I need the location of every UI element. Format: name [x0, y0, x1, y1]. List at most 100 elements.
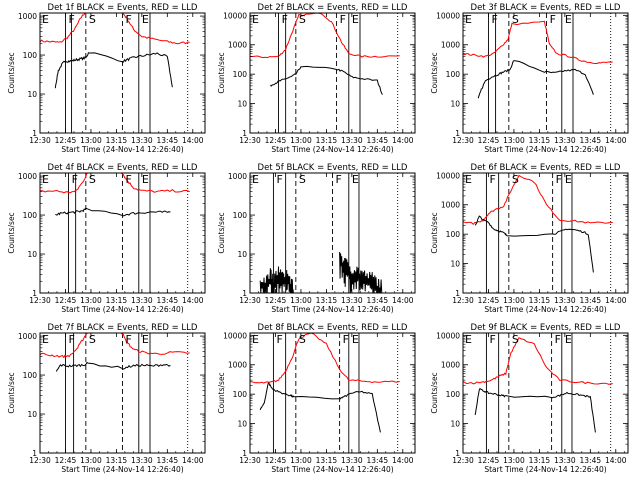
x-tick-label: 14:00 [182, 136, 204, 145]
x-tick-label: 13:30 [341, 136, 363, 145]
y-tick-label: 10 [237, 250, 247, 259]
phase-marker-e: E [565, 333, 572, 346]
y-tick-label: 1 [242, 289, 247, 298]
x-tick-label: 13:00 [503, 296, 525, 305]
panel-title: Det 4f BLACK = Events, RED = LLD [48, 163, 198, 173]
y-tick-label: 10000 [223, 11, 247, 20]
x-tick-label: 13:45 [157, 136, 179, 145]
phase-marker-e: E [352, 333, 359, 346]
x-tick-label: 13:45 [580, 456, 602, 465]
y-axis-label: Counts/sec [430, 52, 439, 93]
y-tick-label: 10 [450, 260, 460, 269]
phase-marker-e: E [42, 173, 49, 186]
panel-title: Det 7f BLACK = Events, RED = LLD [48, 323, 198, 333]
x-axis-label: Start Time (24-Nov-14 12:26:40) [61, 145, 183, 154]
plot-frame [462, 12, 629, 134]
phase-marker-e: E [252, 173, 259, 186]
x-tick-label: 14:00 [605, 456, 627, 465]
series-events-line [474, 215, 594, 273]
panel-title: Det 9f BLACK = Events, RED = LLD [471, 323, 621, 333]
phase-marker-s: S [299, 173, 306, 186]
phase-marker-s: S [512, 13, 519, 26]
x-tick-label: 13:45 [157, 456, 179, 465]
x-tick-label: 13:00 [80, 136, 102, 145]
plot-frame [39, 172, 206, 294]
y-tick-label: 10000 [223, 331, 247, 340]
x-tick-label: 12:45 [478, 136, 500, 145]
x-tick-label: 13:15 [106, 136, 128, 145]
phase-marker-f: F [126, 13, 132, 26]
phase-marker-s: S [89, 173, 96, 186]
phase-marker-f: F [69, 13, 75, 26]
phase-marker-e: E [42, 333, 49, 346]
x-axis-label: Start Time (24-Nov-14 12:26:40) [61, 305, 183, 314]
x-tick-label: 13:30 [554, 456, 576, 465]
series-events-line [259, 266, 294, 294]
x-tick-label: 13:45 [157, 296, 179, 305]
phase-marker-f: F [126, 173, 132, 186]
plot-frame [249, 12, 416, 134]
y-tick-label: 10 [27, 90, 37, 99]
series-lld-line [462, 174, 613, 226]
y-tick-label: 100 [446, 70, 461, 79]
series-events-line [339, 251, 383, 294]
x-tick-label: 12:45 [265, 296, 287, 305]
x-tick-label: 13:15 [316, 456, 338, 465]
phase-marker-f: F [343, 333, 349, 346]
x-tick-label: 12:45 [55, 456, 77, 465]
series-lld-line [249, 332, 400, 384]
plot-frame [39, 332, 206, 454]
y-tick-label: 1 [242, 129, 247, 138]
x-tick-label: 13:30 [341, 296, 363, 305]
phase-marker-f: F [276, 333, 282, 346]
panel-title: Det 8f BLACK = Events, RED = LLD [258, 323, 408, 333]
x-tick-label: 13:30 [131, 296, 153, 305]
y-tick-label: 10 [237, 420, 247, 429]
y-tick-label: 1000 [18, 332, 37, 341]
x-tick-label: 14:00 [182, 456, 204, 465]
y-tick-label: 1000 [228, 361, 247, 370]
y-tick-label: 1 [455, 449, 460, 458]
x-tick-label: 12:30 [239, 296, 261, 305]
x-tick-label: 13:30 [341, 456, 363, 465]
x-axis-label: Start Time (24-Nov-14 12:26:40) [271, 145, 393, 154]
y-tick-label: 10000 [436, 331, 460, 340]
phase-marker-f: F [556, 173, 562, 186]
y-tick-label: 1 [32, 289, 37, 298]
x-tick-label: 12:30 [29, 456, 51, 465]
x-tick-label: 13:45 [367, 456, 389, 465]
phase-marker-f: F [555, 333, 561, 346]
x-tick-label: 14:00 [392, 296, 414, 305]
y-tick-label: 10000 [436, 171, 460, 180]
x-tick-label: 13:00 [290, 136, 312, 145]
x-axis-label: Start Time (24-Nov-14 12:26:40) [271, 305, 393, 314]
series-lld-line [250, 12, 400, 59]
x-tick-label: 13:15 [316, 136, 338, 145]
x-tick-label: 14:00 [182, 296, 204, 305]
phase-marker-e: E [352, 13, 359, 26]
series-events-line [259, 382, 381, 433]
y-tick-label: 10000 [436, 11, 460, 20]
phase-marker-s: S [299, 333, 306, 346]
x-tick-label: 13:30 [554, 136, 576, 145]
phase-marker-f: F [340, 13, 346, 26]
x-tick-label: 12:45 [55, 136, 77, 145]
x-tick-label: 14:00 [392, 136, 414, 145]
x-tick-label: 13:30 [131, 136, 153, 145]
phase-marker-e: E [465, 13, 472, 26]
x-axis-label: Start Time (24-Nov-14 12:26:40) [61, 465, 183, 474]
y-axis-label: Counts/sec [430, 372, 439, 413]
x-tick-label: 12:45 [478, 456, 500, 465]
y-tick-label: 10 [237, 100, 247, 109]
x-tick-label: 13:00 [80, 456, 102, 465]
series-events-line [477, 60, 594, 99]
phase-marker-e: E [565, 13, 572, 26]
x-tick-label: 14:00 [605, 136, 627, 145]
y-tick-label: 10 [27, 250, 37, 259]
phase-marker-s: S [89, 13, 96, 26]
x-axis-label: Start Time (24-Nov-14 12:26:40) [271, 465, 393, 474]
